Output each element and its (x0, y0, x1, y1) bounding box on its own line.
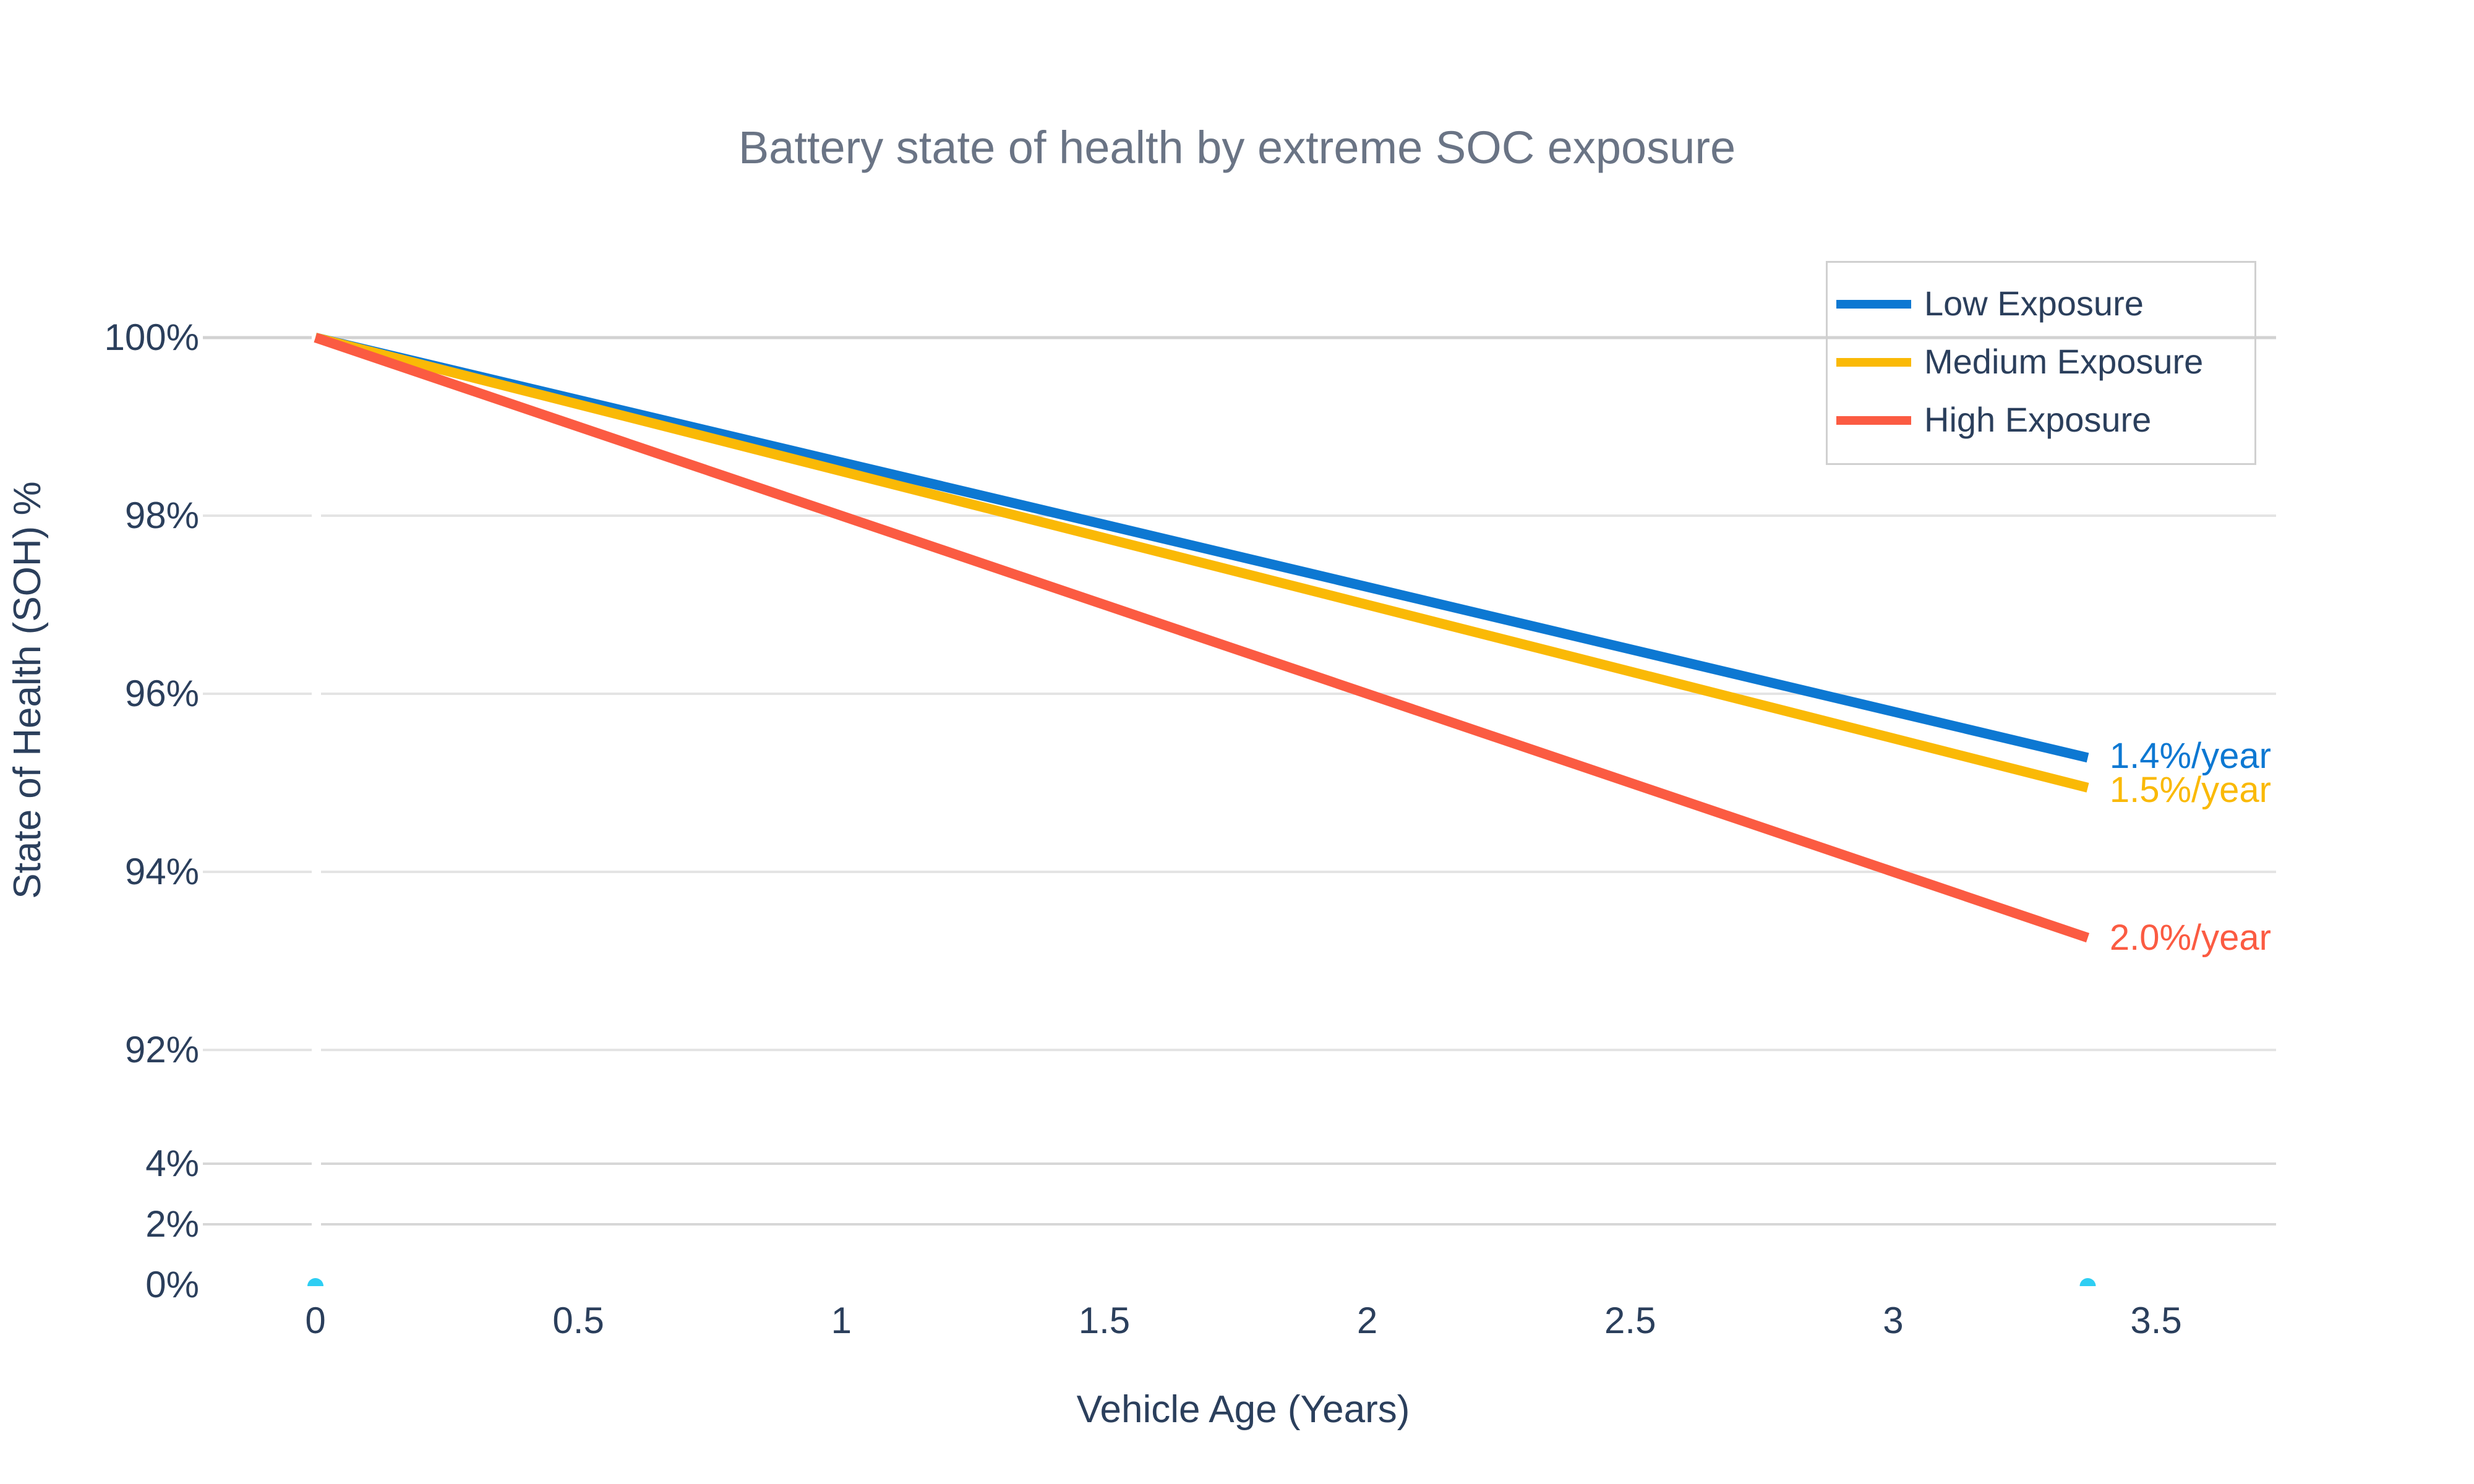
x-tick-label: 0 (305, 1300, 326, 1341)
x-tick-label: 1.5 (1078, 1300, 1131, 1341)
zero-soh-marker[interactable] (2079, 1278, 2096, 1286)
legend-item-high-exposure[interactable]: High Exposure (1828, 391, 2254, 450)
legend-label: High Exposure (1924, 400, 2152, 440)
high-exposure-line-swatch (1836, 416, 1911, 425)
y-tick-label: 98% (124, 495, 199, 536)
chart-title: Battery state of health by extreme SOC e… (738, 122, 1736, 173)
x-tick-label: 3.5 (2130, 1300, 2182, 1341)
y-tick-label: 0% (145, 1264, 199, 1305)
series-line-high-exposure[interactable] (314, 333, 2090, 943)
legend-label: Medium Exposure (1924, 342, 2204, 382)
y-tick-label: 92% (124, 1029, 199, 1070)
zero-soh-marker[interactable] (307, 1278, 323, 1286)
x-tick-label: 3 (1883, 1300, 1904, 1341)
x-tick-label: 2 (1356, 1300, 1378, 1341)
y-tick-label: 96% (124, 673, 199, 714)
legend[interactable]: Low Exposure Medium Exposure High Exposu… (1826, 261, 2256, 465)
low-exposure-rate-annotation: 1.4%/year (2109, 736, 2271, 777)
medium-exposure-rate-annotation: 1.5%/year (2109, 769, 2271, 810)
y-tick-label: 4% (145, 1143, 199, 1184)
x-axis-title: Vehicle Age (Years) (1076, 1388, 1410, 1431)
medium-exposure-line-swatch (1836, 358, 1911, 367)
legend-item-low-exposure[interactable]: Low Exposure (1828, 275, 2254, 333)
y-tick-label: 94% (124, 851, 199, 892)
y-tick-label: 2% (145, 1203, 199, 1245)
x-tick-label: 2.5 (1604, 1300, 1656, 1341)
legend-item-medium-exposure[interactable]: Medium Exposure (1828, 333, 2254, 391)
x-tick-label: 1 (831, 1300, 852, 1341)
y-tick-label: 100% (104, 317, 199, 358)
high-exposure-rate-annotation: 2.0%/year (2109, 917, 2271, 958)
x-tick-label: 0.5 (552, 1300, 604, 1341)
series-line-medium-exposure[interactable] (314, 333, 2089, 793)
low-exposure-line-swatch (1836, 300, 1911, 309)
legend-label: Low Exposure (1924, 284, 2144, 323)
